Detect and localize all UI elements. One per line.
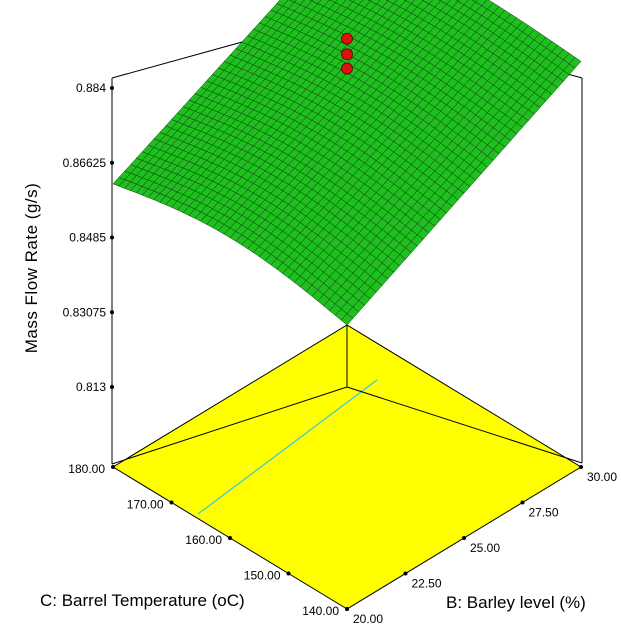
- design-point: [341, 32, 353, 45]
- x-tick-mark: [228, 536, 232, 540]
- z-tick-label: 0.884: [76, 81, 106, 95]
- design-points-layer: [341, 32, 353, 75]
- surface-layer: [112, 0, 582, 326]
- frame-edge: [111, 386, 348, 465]
- y-tick-label: 30.00: [587, 470, 617, 484]
- design-point: [341, 48, 353, 61]
- surface-cell: [340, 313, 354, 326]
- y-tick-mark: [579, 465, 583, 469]
- y-tick-label: 25.00: [470, 541, 500, 555]
- x-tick-mark: [111, 465, 115, 469]
- x-tick-mark: [286, 571, 291, 576]
- z-tick-mark: [110, 385, 114, 389]
- z-tick-label: 0.86625: [63, 156, 107, 170]
- y-tick-mark: [403, 571, 408, 576]
- y-tick-label: 27.50: [529, 506, 559, 520]
- x-tick-label: 140.00: [302, 604, 339, 618]
- surface-cell: [471, 0, 478, 3]
- y-tick-label: 20.00: [353, 612, 383, 626]
- y-tick-label: 22.50: [412, 577, 442, 591]
- y-tick-mark: [520, 500, 525, 505]
- z-tick-mark: [110, 160, 114, 165]
- x-tick-label: 150.00: [244, 569, 281, 583]
- x-tick-mark: [169, 500, 174, 505]
- design-point: [341, 62, 353, 75]
- y-axis-title: B: Barley level (%): [446, 593, 586, 612]
- z-tick-label: 0.8485: [69, 231, 106, 245]
- x-axis-title: C: Barrel Temperature (oC): [40, 591, 245, 610]
- z-tick-mark: [110, 310, 114, 315]
- x-tick-label: 160.00: [185, 533, 222, 547]
- z-tick-mark: [110, 86, 114, 90]
- y-tick-mark: [345, 607, 349, 611]
- floor-contour-line: [197, 379, 378, 515]
- x-tick-label: 170.00: [127, 498, 164, 512]
- z-axis-title: Mass Flow Rate (g/s): [22, 183, 41, 354]
- surface-mesh: [112, 0, 582, 326]
- ticks-layer: 0.813 0.83075 0.8485 0.86625 0.884 140.00 150.…: [63, 81, 618, 626]
- z-tick-label: 0.813: [76, 380, 106, 394]
- z-tick-label: 0.83075: [63, 305, 107, 319]
- frame-edge: [346, 386, 583, 464]
- x-tick-label: 180.00: [68, 462, 105, 476]
- z-tick-mark: [110, 235, 114, 240]
- y-tick-mark: [462, 536, 466, 540]
